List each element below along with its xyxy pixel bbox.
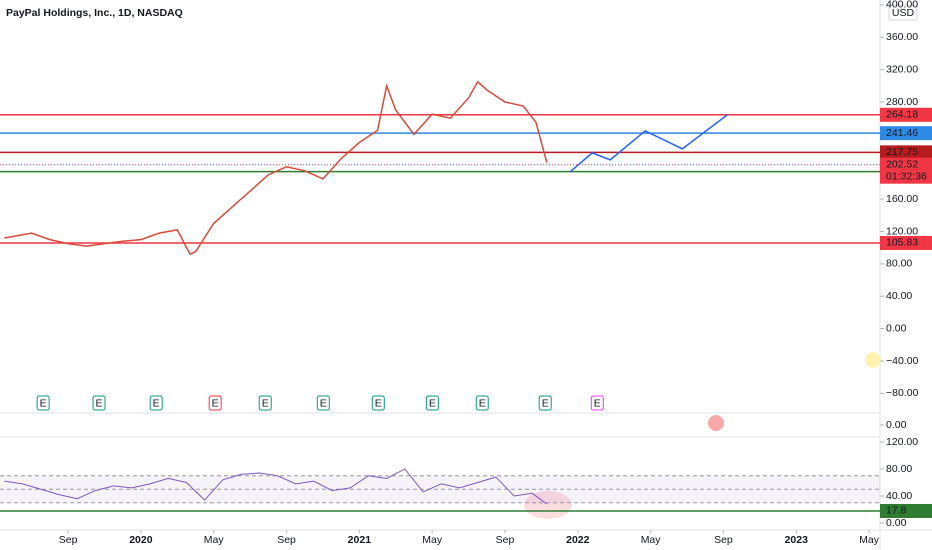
alert-marker bbox=[708, 415, 724, 431]
x-tick-label: May bbox=[859, 534, 880, 546]
y-tick-label: 0.00 bbox=[886, 419, 907, 431]
last-price-label: 202.52 bbox=[886, 158, 918, 170]
earnings-marker bbox=[149, 395, 163, 411]
x-tick-label: Sep bbox=[59, 534, 78, 546]
x-tick-label: May bbox=[204, 534, 225, 546]
y-tick-label: 80.00 bbox=[886, 463, 912, 475]
earnings-label: E bbox=[375, 397, 382, 409]
x-tick-label: 2021 bbox=[348, 534, 372, 546]
currency: USD bbox=[892, 7, 915, 19]
earnings-marker bbox=[371, 395, 385, 411]
x-tick-label: Sep bbox=[714, 534, 733, 546]
level-tag bbox=[880, 107, 932, 122]
level-tag bbox=[880, 126, 932, 141]
series-line bbox=[4, 80, 548, 256]
chart-title: PayPal Holdings, Inc., 1D, NASDAQ bbox=[6, 7, 183, 19]
y-tick-label: 0.00 bbox=[886, 322, 907, 334]
x-tick-label: May bbox=[641, 534, 662, 546]
y-tick-label: 0.00 bbox=[886, 517, 907, 529]
x-tick-label: 2023 bbox=[785, 534, 809, 546]
earnings-marker bbox=[425, 395, 439, 411]
earnings-label: E bbox=[40, 397, 47, 409]
y-tick-label: 80.00 bbox=[886, 258, 912, 270]
earnings-label: E bbox=[429, 397, 436, 409]
y-tick-label: 40.00 bbox=[886, 490, 912, 502]
y-tick-label: −40.00 bbox=[886, 355, 919, 367]
y-tick-label: 360.00 bbox=[886, 31, 918, 43]
rsi-band bbox=[0, 475, 880, 503]
earnings-label: E bbox=[262, 397, 269, 409]
rsi-marker-label: 17.8 bbox=[886, 505, 907, 517]
alert-marker bbox=[865, 352, 881, 368]
y-tick-label: 120.00 bbox=[886, 225, 918, 237]
x-tick-label: May bbox=[422, 534, 443, 546]
rsi-line bbox=[4, 468, 548, 505]
y-tick-label: 160.00 bbox=[886, 193, 918, 205]
level-tag bbox=[880, 145, 932, 160]
earnings-label: E bbox=[542, 397, 549, 409]
earnings-label: E bbox=[212, 397, 219, 409]
x-tick-label: Sep bbox=[496, 534, 515, 546]
earnings-marker bbox=[208, 395, 222, 411]
level-tag bbox=[880, 235, 932, 250]
last-price-tag bbox=[880, 157, 932, 184]
rsi-marker-tag bbox=[880, 503, 932, 518]
earnings-label: E bbox=[153, 397, 160, 409]
earnings-label: E bbox=[594, 397, 601, 409]
y-tick-label: 40.00 bbox=[886, 290, 912, 302]
earnings-marker bbox=[475, 395, 489, 411]
earnings-marker bbox=[316, 395, 330, 411]
earnings-marker bbox=[538, 395, 552, 411]
x-tick-label: 2020 bbox=[129, 534, 153, 546]
level-label: 217.75 bbox=[886, 146, 918, 158]
series-line bbox=[569, 114, 728, 173]
level-label: 264.18 bbox=[886, 109, 918, 121]
countdown: 01:32:36 bbox=[886, 170, 927, 182]
earnings-marker bbox=[590, 395, 604, 411]
x-tick-label: 2022 bbox=[566, 534, 590, 546]
earnings-marker bbox=[258, 395, 272, 411]
y-tick-label: 320.00 bbox=[886, 63, 918, 75]
earnings-label: E bbox=[320, 397, 327, 409]
y-tick-label: −80.00 bbox=[886, 387, 919, 399]
earnings-label: E bbox=[96, 397, 103, 409]
y-tick-label: 400.00 bbox=[886, 0, 918, 11]
level-label: 105.83 bbox=[886, 237, 918, 249]
earnings-label: E bbox=[479, 397, 486, 409]
currency-box bbox=[888, 4, 918, 21]
level-label: 241.46 bbox=[886, 127, 918, 139]
highlight bbox=[524, 491, 572, 519]
y-tick-label: 280.00 bbox=[886, 96, 918, 108]
y-tick-label: 120.00 bbox=[886, 436, 918, 448]
x-tick-label: Sep bbox=[277, 534, 296, 546]
earnings-marker bbox=[92, 395, 106, 411]
earnings-marker bbox=[36, 395, 50, 411]
